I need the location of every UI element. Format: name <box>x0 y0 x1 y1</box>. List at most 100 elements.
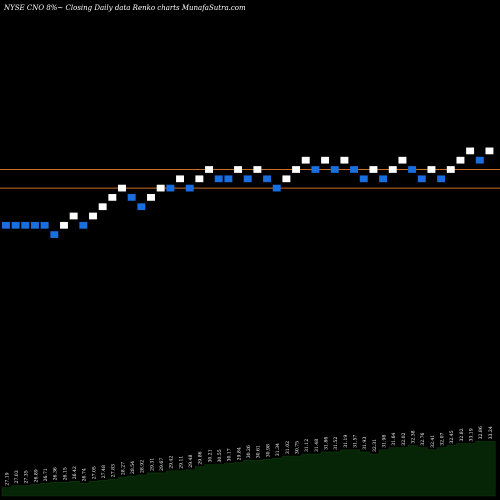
renko-brick-up <box>89 212 97 220</box>
renko-brick-down <box>40 221 49 229</box>
volume-label: 32.38 <box>410 430 416 443</box>
volume-label: 28.92 <box>140 460 146 473</box>
volume-label: 32.86 <box>478 426 484 439</box>
volume-label: 30.55 <box>217 449 223 462</box>
renko-brick-up <box>60 221 68 229</box>
renko-brick-down <box>137 203 146 211</box>
volume-label: 26.74 <box>82 468 88 481</box>
renko-brick-down <box>263 175 272 183</box>
volume-label: 28.54 <box>130 461 136 474</box>
renko-brick-up <box>398 156 407 164</box>
volume-panel: 27.19 27.03 27.35 26.89 26.71 26.36 26.15 26.42… <box>1 426 496 497</box>
renko-brick-down <box>408 166 417 173</box>
renko-brick-down <box>127 194 136 201</box>
renko-brick-up <box>156 184 165 192</box>
renko-brick-up <box>301 156 310 164</box>
renko-brick-up <box>427 166 436 173</box>
volume-label: 26.89 <box>33 469 39 482</box>
renko-brick-up <box>282 175 291 183</box>
chart-title: NYSE CNO 8%~ Closing Daily data Renko ch… <box>3 4 246 12</box>
volume-label: 27.83 <box>111 464 117 477</box>
volume-label: 32.07 <box>439 432 445 445</box>
renko-brick-down <box>272 184 281 192</box>
renko-brick-down <box>79 221 88 229</box>
renko-brick-up <box>485 147 494 155</box>
volume-label: 31.86 <box>323 437 329 450</box>
volume-label: 29.31 <box>149 458 155 471</box>
volume-label: 32.02 <box>401 432 407 445</box>
volume-label: 31.02 <box>285 441 291 454</box>
volume-label: 31.64 <box>391 432 397 445</box>
volume-label: 29.48 <box>188 455 194 468</box>
renko-bricks <box>2 147 494 238</box>
renko-brick-down <box>166 184 175 192</box>
volume-label: 31.98 <box>381 435 387 448</box>
renko-brick-down <box>475 156 484 164</box>
volume-label: 31.34 <box>275 443 281 456</box>
renko-brick-down <box>224 175 233 183</box>
volume-label: 32.41 <box>430 435 436 448</box>
renko-brick-up <box>369 166 378 173</box>
renko-brick-down <box>330 166 339 173</box>
volume-label: 28.27 <box>120 462 126 475</box>
volume-area <box>1 441 496 497</box>
volume-label: 30.21 <box>207 449 213 462</box>
renko-brick-down <box>21 221 30 229</box>
volume-label: 30.26 <box>246 445 252 458</box>
volume-label: 32.45 <box>449 430 455 443</box>
renko-brick-up <box>446 166 455 173</box>
renko-brick-up <box>205 166 213 173</box>
renko-brick-up <box>466 147 475 155</box>
renko-brick-down <box>417 175 426 183</box>
renko-brick-down <box>185 184 194 192</box>
volume-label: 33.24 <box>488 426 494 439</box>
renko-brick-up <box>98 203 107 211</box>
reference-levels <box>0 169 500 189</box>
renko-brick-up <box>108 194 117 201</box>
volume-label: 32.76 <box>420 432 426 445</box>
volume-label: 31.93 <box>362 437 368 450</box>
volume-label: 26.42 <box>72 466 78 479</box>
renko-brick-up <box>292 166 301 173</box>
volume-label: 32.82 <box>459 428 465 441</box>
renko-brick-up <box>234 166 243 173</box>
renko-brick-down <box>311 166 320 173</box>
renko-brick-up <box>253 166 262 173</box>
renko-brick-down <box>50 231 59 238</box>
volume-label: 27.19 <box>4 472 10 485</box>
volume-label: 30.98 <box>265 444 271 457</box>
volume-label: 32.31 <box>372 439 378 452</box>
renko-brick-down <box>31 221 39 229</box>
renko-brick-up <box>118 184 126 192</box>
volume-label: 26.15 <box>62 467 68 480</box>
renko-brick-down <box>350 166 359 173</box>
volume-label: 29.11 <box>178 456 184 469</box>
renko-brick-down <box>2 221 10 229</box>
volume-label: 33.19 <box>468 428 474 441</box>
volume-label: 29.86 <box>198 451 204 464</box>
renko-brick-down <box>243 175 252 183</box>
volume-label: 30.61 <box>256 445 262 458</box>
volume-label: 31.52 <box>333 437 339 450</box>
volume-label: 27.48 <box>101 465 107 478</box>
volume-label: 27.05 <box>91 466 97 479</box>
renko-brick-up <box>176 175 184 183</box>
volume-label: 31.12 <box>304 439 310 452</box>
renko-brick-up <box>340 156 349 164</box>
volume-label: 31.48 <box>314 439 320 452</box>
volume-label: 29.42 <box>169 456 175 469</box>
renko-brick-down <box>379 175 388 183</box>
volume-label: 26.71 <box>43 468 49 481</box>
renko-brick-up <box>388 166 397 173</box>
renko-brick-up <box>147 194 155 201</box>
renko-brick-up <box>69 212 78 220</box>
renko-brick-down <box>11 221 20 229</box>
renko-brick-down <box>437 175 446 183</box>
volume-label: 30.17 <box>227 448 233 461</box>
renko-brick-up <box>321 156 330 164</box>
renko-brick-down <box>359 175 368 183</box>
volume-label: 27.35 <box>24 470 30 483</box>
volume-label: 29.84 <box>236 447 242 460</box>
